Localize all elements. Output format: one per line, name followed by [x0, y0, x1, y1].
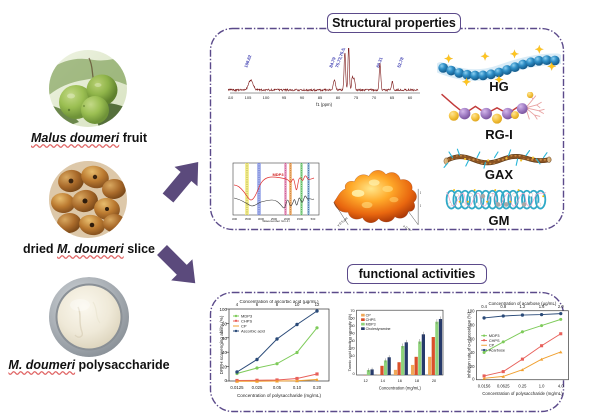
svg-text:90: 90	[300, 95, 305, 100]
svg-text:CP: CP	[366, 314, 372, 318]
svg-text:100: 100	[263, 95, 270, 100]
svg-text:Concentration of polysaccharid: Concentration of polysaccharide (mg/mL)	[482, 391, 563, 396]
svg-text:0.4: 0.4	[481, 304, 487, 309]
svg-text:2.0: 2.0	[558, 304, 564, 309]
svg-text:110: 110	[228, 95, 234, 100]
svg-text:0.0156: 0.0156	[478, 383, 491, 388]
svg-text:Concentration of acarbose (µg/: Concentration of acarbose (µg/mL)	[488, 301, 556, 306]
svg-text:500: 500	[311, 217, 316, 221]
svg-text:4000: 4000	[232, 217, 238, 221]
svg-text:Concentration of polysaccharid: Concentration of polysaccharide (mg/mL)	[237, 393, 321, 398]
svg-text:Acarbose: Acarbose	[489, 348, 505, 352]
svg-text:y 0.5 µm: y 0.5 µm	[336, 216, 348, 227]
svg-text:108.62: 108.62	[243, 54, 252, 69]
svg-text:85: 85	[318, 95, 323, 100]
svg-text:20: 20	[432, 378, 436, 383]
svg-text:18: 18	[415, 378, 419, 383]
svg-text:4.0: 4.0	[558, 383, 564, 388]
svg-text:1500: 1500	[297, 217, 304, 221]
svg-text:Tannic acid binding capacity (: Tannic acid binding capacity (%)	[347, 313, 352, 371]
svg-text:0.00: 0.00	[420, 204, 421, 208]
svg-text:95: 95	[282, 95, 287, 100]
svg-text:80: 80	[336, 95, 341, 100]
svg-text:Concentration (mg/mL): Concentration (mg/mL)	[379, 385, 422, 390]
svg-text:0.05: 0.05	[273, 385, 282, 390]
svg-text:CP: CP	[489, 344, 495, 348]
svg-text:0.20: 0.20	[313, 385, 322, 390]
svg-text:f1 (ppm): f1 (ppm)	[316, 102, 333, 107]
svg-text:0.27 µm: 0.27 µm	[420, 191, 421, 195]
svg-text:60: 60	[408, 95, 413, 100]
svg-text:Inhibition rate of α-glucosida: Inhibition rate of α-glucosidase (%)	[467, 312, 472, 379]
svg-text:MDP3: MDP3	[272, 172, 284, 177]
svg-text:Ascorbic acid: Ascorbic acid	[241, 329, 265, 334]
svg-text:105: 105	[245, 95, 252, 100]
svg-text:0.10: 0.10	[293, 385, 302, 390]
svg-text:0: 0	[472, 377, 475, 382]
svg-text:52.78: 52.78	[396, 56, 405, 68]
svg-text:1.0: 1.0	[539, 383, 545, 388]
svg-text:0.25: 0.25	[518, 383, 527, 388]
svg-text:0: 0	[353, 371, 356, 376]
svg-text:0.0125: 0.0125	[230, 385, 244, 390]
svg-text:MDP3: MDP3	[489, 334, 500, 338]
svg-text:DPPH scavenging ability (%): DPPH scavenging ability (%)	[219, 315, 224, 374]
svg-text:70: 70	[350, 308, 355, 313]
svg-text:CHPS: CHPS	[489, 339, 500, 343]
svg-text:65: 65	[390, 95, 395, 100]
svg-text:0: 0	[224, 378, 227, 383]
svg-text:Wavenumber (cm-1): Wavenumber (cm-1)	[262, 219, 289, 222]
svg-text:0.0625: 0.0625	[497, 383, 510, 388]
svg-text:75: 75	[354, 95, 359, 100]
svg-text:x 0.5 µm: x 0.5 µm	[402, 224, 415, 231]
svg-text:MDP3: MDP3	[366, 323, 376, 327]
svg-text:16: 16	[398, 378, 402, 383]
svg-text:Concentration of ascorbic acid: Concentration of ascorbic acid (µg/mL)	[240, 300, 319, 304]
svg-text:0.025: 0.025	[252, 385, 263, 390]
svg-text:14: 14	[381, 378, 386, 383]
svg-text:3500: 3500	[245, 217, 252, 221]
svg-text:70: 70	[372, 95, 377, 100]
svg-text:12: 12	[363, 378, 367, 383]
svg-text:4: 4	[236, 302, 239, 307]
svg-text:Cholestyramine: Cholestyramine	[366, 327, 391, 331]
svg-text:100: 100	[219, 307, 227, 312]
svg-text:CHPS: CHPS	[366, 318, 377, 322]
